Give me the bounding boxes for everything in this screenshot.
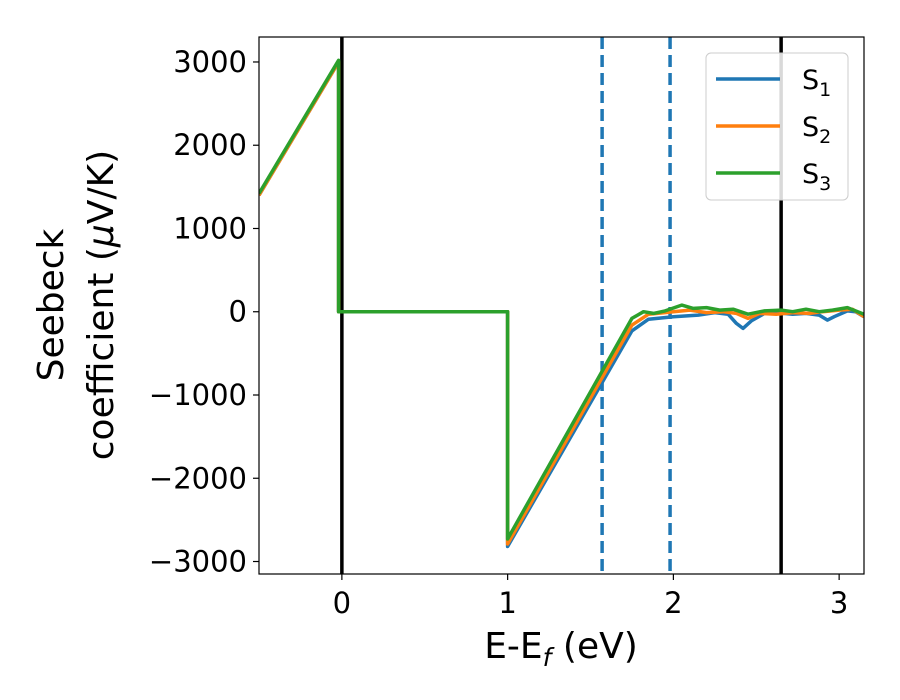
- legend-label-1: S1: [802, 65, 831, 101]
- y-tick-label: −2000: [149, 461, 247, 495]
- series-line-3: [259, 58, 864, 541]
- y-axis-label: Seebeck coefficient (μV/K): [31, 150, 122, 460]
- x-tick-label: 0: [333, 586, 351, 620]
- x-tick-label: 1: [498, 586, 516, 620]
- y-axis-label-line1: Seebeck: [31, 228, 72, 381]
- y-tick-label: 1000: [173, 211, 247, 245]
- y-tick-label: 0: [229, 295, 247, 329]
- y-tick-label: 3000: [173, 45, 247, 79]
- x-tick-label: 3: [830, 586, 848, 620]
- y-axis-ticks: 3000 2000 1000 0 −1000 −2000 −3000: [149, 45, 259, 579]
- y-tick-label: −3000: [149, 545, 247, 579]
- y-axis-label-line2: coefficient (μV/K): [81, 150, 122, 460]
- x-axis-label-tail: (eV): [551, 626, 637, 667]
- x-tick-label: 2: [664, 586, 682, 620]
- y-tick-label: 2000: [173, 128, 247, 162]
- x-axis-label-main: E-E: [484, 626, 542, 667]
- legend-label-3: S3: [802, 159, 831, 195]
- x-axis-ticks: 0 1 2 3: [333, 574, 848, 620]
- legend-label-2: S2: [802, 112, 831, 148]
- y-axis-label-mu: μ: [81, 224, 122, 248]
- y-axis-label-unit: V/K): [81, 150, 122, 224]
- legend: S1 S2 S3: [705, 52, 849, 201]
- series-lines: [259, 58, 864, 549]
- y-axis-label-prefix: coefficient (: [81, 247, 122, 460]
- plot-frame: [258, 36, 865, 575]
- x-axis-label: E-Ef (eV): [484, 626, 638, 672]
- y-tick-label: −1000: [149, 378, 247, 412]
